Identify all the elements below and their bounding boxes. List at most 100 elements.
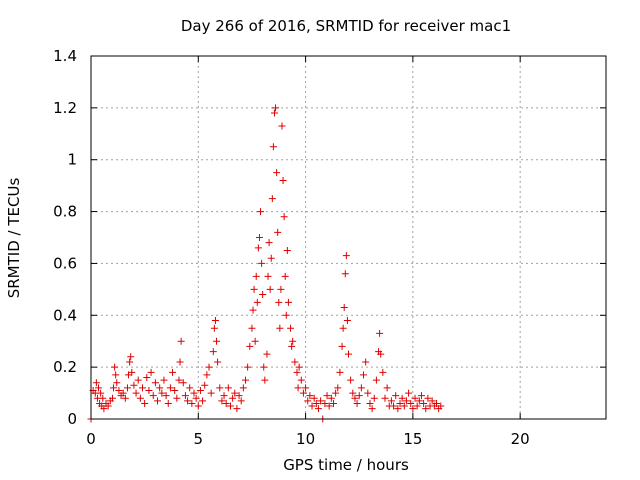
data-point: [192, 394, 200, 402]
data-points: [87, 104, 445, 423]
data-point: [95, 384, 103, 392]
data-point: [224, 384, 232, 392]
data-point: [100, 405, 108, 413]
data-point: [154, 397, 162, 405]
data-point: [302, 384, 310, 392]
data-point: [293, 368, 301, 376]
data-point: [372, 376, 380, 384]
data-point: [284, 298, 292, 306]
data-point: [282, 311, 290, 319]
data-point: [355, 392, 363, 400]
data-point: [417, 392, 425, 400]
data-point: [149, 392, 157, 400]
data-point: [181, 392, 189, 400]
grid: [91, 56, 606, 419]
data-point: [254, 244, 262, 252]
data-point: [143, 374, 151, 382]
data-point: [158, 389, 166, 397]
data-point: [411, 394, 419, 402]
data-point: [226, 402, 234, 410]
data-point: [362, 358, 370, 366]
data-point: [422, 405, 430, 413]
data-point: [277, 285, 285, 293]
data-point: [175, 376, 183, 384]
data-point: [407, 399, 415, 407]
data-point: [132, 389, 140, 397]
y-axis-label: SRMTID / TECUs: [5, 178, 23, 299]
y-tick-label: 0.6: [53, 254, 77, 272]
data-point: [156, 384, 164, 392]
data-point: [121, 394, 129, 402]
data-point: [130, 381, 138, 389]
data-point: [177, 337, 185, 345]
data-point: [188, 399, 196, 407]
data-point: [162, 392, 170, 400]
data-point: [258, 259, 266, 267]
data-point: [136, 394, 144, 402]
data-point: [390, 402, 398, 410]
data-point: [263, 350, 271, 358]
data-point: [264, 272, 272, 280]
data-point: [287, 324, 295, 332]
data-point: [276, 324, 284, 332]
x-tick-label: 10: [296, 430, 315, 448]
data-point: [376, 329, 384, 337]
y-tick-label: 0.4: [53, 306, 77, 324]
data-point: [332, 389, 340, 397]
data-point: [400, 402, 408, 410]
data-point: [176, 358, 184, 366]
data-point: [207, 389, 215, 397]
y-tick-label: 0.2: [53, 358, 77, 376]
data-point: [99, 394, 107, 402]
data-point: [194, 402, 202, 410]
data-point: [312, 399, 320, 407]
data-point: [151, 379, 159, 387]
data-point: [364, 389, 372, 397]
data-point: [201, 381, 209, 389]
data-point: [209, 348, 217, 356]
data-point: [275, 298, 283, 306]
data-point: [269, 143, 277, 151]
data-point: [237, 397, 245, 405]
y-tick-label: 1: [67, 151, 77, 169]
data-point: [115, 386, 123, 394]
data-point: [289, 337, 297, 345]
data-point: [288, 342, 296, 350]
data-point: [394, 405, 402, 413]
data-point: [402, 397, 410, 405]
data-point: [420, 399, 428, 407]
data-point: [134, 376, 142, 384]
data-point: [383, 384, 391, 392]
data-point: [424, 394, 432, 402]
data-point: [246, 342, 254, 350]
data-point: [203, 371, 211, 379]
data-point: [379, 368, 387, 376]
data-point: [280, 213, 288, 221]
plot-frame: [90, 55, 607, 420]
data-point: [428, 397, 436, 405]
data-point: [334, 384, 342, 392]
data-point: [279, 176, 287, 184]
data-point: [339, 324, 347, 332]
data-point: [387, 397, 395, 405]
data-point: [432, 399, 440, 407]
data-point: [341, 270, 349, 278]
axis-ticks: 0 5 10 15 20 0 0.2 0.4 0.6 0.8 1 1.2 1.4: [53, 47, 606, 448]
data-point: [235, 392, 243, 400]
x-tick-label: 15: [403, 430, 422, 448]
y-tick-label: 1.4: [53, 47, 77, 65]
data-point: [248, 324, 256, 332]
data-point: [342, 252, 350, 260]
data-point: [145, 386, 153, 394]
data-point: [252, 272, 260, 280]
data-point: [266, 285, 274, 293]
data-point: [283, 246, 291, 254]
data-point: [349, 389, 357, 397]
data-point: [184, 397, 192, 405]
data-point: [190, 389, 198, 397]
data-point: [353, 399, 361, 407]
data-point: [360, 371, 368, 379]
data-point: [306, 392, 314, 400]
chart-title: Day 266 of 2016, SRMTID for receiver mac…: [181, 17, 511, 35]
data-point: [299, 389, 307, 397]
